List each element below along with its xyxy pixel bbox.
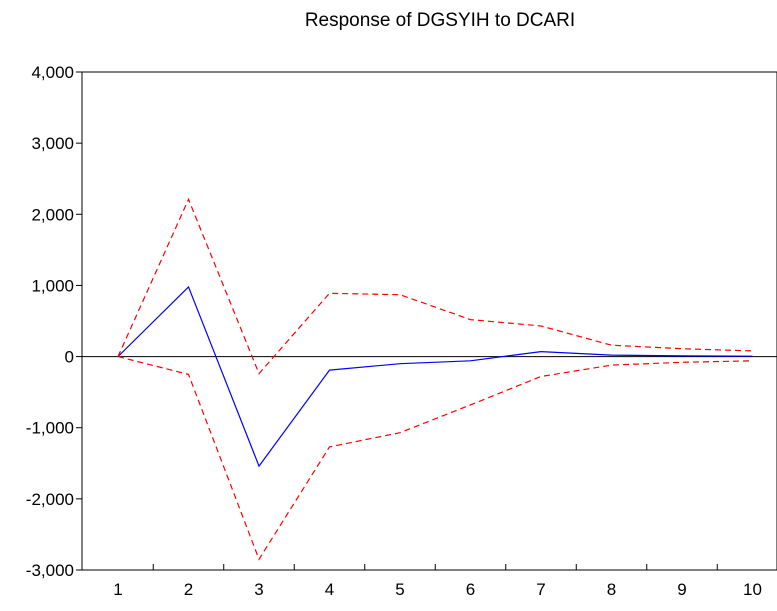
y-tick-label: -1,000 <box>26 419 74 438</box>
x-tick-label: 8 <box>607 580 616 599</box>
x-tick-label: 10 <box>743 580 762 599</box>
upper-band-line <box>117 197 753 375</box>
y-axis: 4,000 3,000 2,000 1,000 0 -1,000 -2,000 -3,000 <box>26 63 82 580</box>
y-tick-label: 4,000 <box>31 63 74 82</box>
x-tick-label: 3 <box>254 580 263 599</box>
x-tick-label: 5 <box>395 580 404 599</box>
plot-frame <box>81 71 777 571</box>
x-tick-label: 7 <box>536 580 545 599</box>
y-tick-label: 1,000 <box>31 276 74 295</box>
x-tick-label: 4 <box>325 580 334 599</box>
x-tick-label: 9 <box>677 580 686 599</box>
y-tick-label: -2,000 <box>26 490 74 509</box>
y-tick-label: -3,000 <box>26 561 74 580</box>
lower-band-line <box>117 356 753 561</box>
y-tick-label: 2,000 <box>31 205 74 224</box>
x-axis: 1 2 3 4 5 6 7 8 9 10 <box>113 564 762 599</box>
chart-title: Response of DGSYIH to DCARI <box>305 10 575 31</box>
y-tick-label: 0 <box>65 348 74 367</box>
y-tick-label: 3,000 <box>31 134 74 153</box>
x-tick-label: 2 <box>184 580 193 599</box>
x-tick-label: 6 <box>466 580 475 599</box>
x-tick-label: 1 <box>113 580 122 599</box>
series-layer <box>117 197 753 561</box>
response-line <box>117 285 753 468</box>
